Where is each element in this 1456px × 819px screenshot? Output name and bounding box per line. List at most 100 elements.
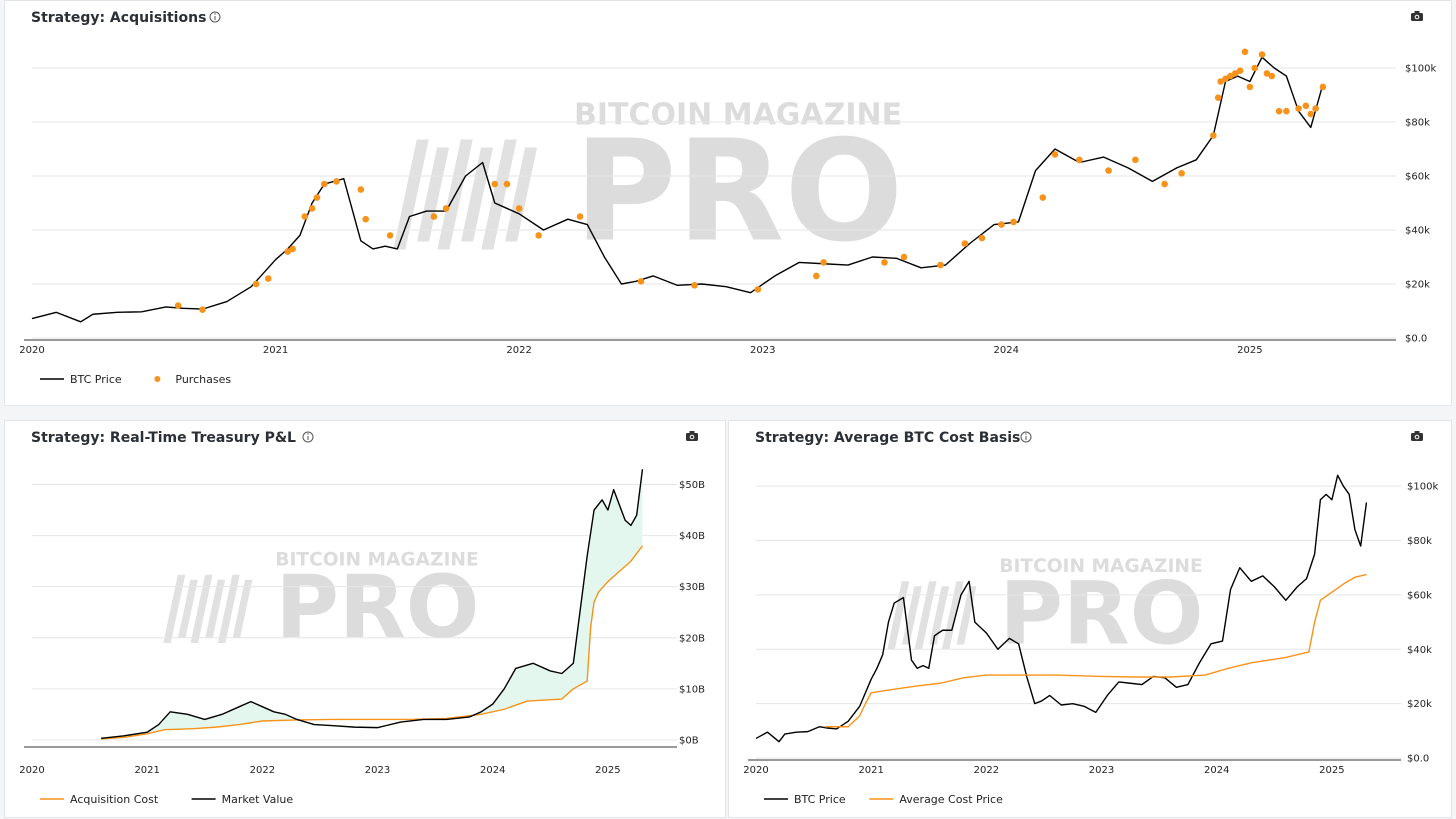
x-tick-label: 2020 [19, 345, 44, 356]
purchase-point[interactable] [301, 213, 309, 220]
purchase-point[interactable] [1105, 167, 1112, 174]
purchase-point[interactable] [333, 178, 340, 185]
purchase-point[interactable] [1010, 218, 1017, 226]
x-tick-label: 2024 [480, 765, 505, 776]
info-icon[interactable] [1020, 431, 1032, 443]
x-tick-label: 2021 [134, 765, 159, 776]
camera-icon[interactable] [686, 431, 698, 441]
watermark-line2: PRO [275, 557, 479, 658]
info-icon[interactable] [209, 11, 221, 23]
watermark-line2: PRO [999, 563, 1203, 664]
purchase-point[interactable] [1275, 107, 1283, 115]
purchase-point[interactable] [320, 180, 328, 188]
purchase-point[interactable] [961, 240, 969, 247]
purchase-point[interactable] [442, 205, 450, 212]
purchase-point[interactable] [362, 215, 369, 223]
purchase-point[interactable] [937, 261, 944, 269]
x-tick-label: 2020 [19, 765, 44, 776]
purchase-point[interactable] [900, 253, 908, 261]
plot-area: $0.0 $20k $40k $60k $80k $100k 2020 2021 2022 202… [19, 48, 1436, 386]
plot-area: $0.0 $20k $40k $60k $80k $100k 2020 2021 2022 202… [743, 474, 1438, 806]
legend-item[interactable]: Purchases [154, 373, 231, 386]
y-tick-label: $0B [679, 735, 699, 746]
purchase-point[interactable] [308, 205, 316, 212]
purchase-point[interactable] [1295, 105, 1302, 112]
legend-item[interactable]: Average Cost Price [869, 793, 1003, 806]
purchase-point[interactable] [1222, 75, 1229, 83]
purchase-point[interactable] [174, 302, 182, 309]
legend-item[interactable]: Market Value [191, 793, 294, 806]
purchase-point[interactable] [199, 306, 206, 313]
purchase-point[interactable] [264, 275, 272, 282]
purchase-point[interactable] [503, 180, 511, 188]
purchase-point[interactable] [1251, 64, 1259, 72]
purchase-point[interactable] [1246, 83, 1254, 91]
legend-item[interactable]: BTC Price [764, 793, 846, 806]
watermark-line1: BITCOIN MAGAZINE [999, 556, 1202, 577]
purchase-point[interactable] [535, 232, 542, 239]
purchase-point[interactable] [491, 180, 499, 188]
info-icon[interactable] [302, 431, 314, 443]
legend-label: Purchases [175, 373, 231, 386]
purchase-point[interactable] [1051, 151, 1059, 158]
y-tick-label: $30B [679, 582, 705, 593]
purchase-point[interactable] [576, 213, 584, 220]
purchase-point[interactable] [813, 272, 820, 280]
purchase-point[interactable] [1178, 170, 1185, 177]
purchase-point[interactable] [1236, 67, 1244, 74]
purchase-point[interactable] [691, 282, 698, 289]
legend-item[interactable]: Acquisition Cost [40, 793, 159, 806]
purchase-point[interactable] [386, 232, 394, 239]
purchase-point[interactable] [1210, 132, 1217, 139]
purchase-point[interactable] [1076, 156, 1083, 164]
purchase-point[interactable] [430, 213, 438, 220]
purchase-point[interactable] [1227, 72, 1234, 80]
purchase-point[interactable] [637, 278, 645, 285]
purchase-point[interactable] [1307, 110, 1315, 118]
legend-item[interactable]: BTC Price [40, 373, 122, 386]
purchase-point[interactable] [1217, 78, 1224, 85]
watermark-line1: BITCOIN MAGAZINE [574, 98, 902, 133]
purchase-point[interactable] [289, 245, 296, 253]
purchase-point[interactable] [515, 205, 523, 212]
purchase-point[interactable] [284, 248, 292, 255]
y-tick-label: $50B [679, 480, 705, 491]
y-tick-label: $40k [1405, 226, 1430, 237]
purchase-point[interactable] [1132, 156, 1139, 164]
purchase-point[interactable] [754, 286, 762, 293]
x-tick-label: 2021 [858, 765, 883, 776]
purchase-point[interactable] [1263, 70, 1271, 77]
x-tick-label: 2020 [743, 765, 768, 776]
camera-icon[interactable] [1411, 11, 1423, 21]
purchase-point[interactable] [1039, 194, 1047, 201]
purchase-point[interactable] [1231, 70, 1239, 77]
purchase-point[interactable] [1283, 107, 1290, 115]
treasury-pnl-chart: Strategy: Real-Time Treasury P&L BITCOIN… [19, 430, 705, 806]
x-tick-label: 2024 [994, 345, 1019, 356]
purchase-point[interactable] [998, 221, 1005, 228]
x-tick-label: 2022 [974, 765, 999, 776]
y-tick-label: $40B [679, 531, 705, 542]
purchase-point[interactable] [313, 194, 321, 201]
camera-icon[interactable] [1411, 431, 1423, 441]
y-tick-label: $0.0 [1407, 754, 1429, 765]
x-tick-label: 2025 [1319, 765, 1344, 776]
purchase-point[interactable] [1312, 105, 1319, 112]
purchase-point[interactable] [1214, 94, 1222, 101]
purchase-point[interactable] [1258, 51, 1266, 58]
series-line-market-value [101, 469, 644, 740]
purchase-point[interactable] [881, 259, 888, 266]
series-line-btc-price [31, 56, 1324, 323]
purchase-point[interactable] [820, 259, 827, 266]
purchase-point[interactable] [1319, 83, 1327, 91]
purchase-point[interactable] [1241, 48, 1249, 56]
x-tick-label: 2025 [1237, 345, 1262, 356]
plot-area: $0B $10B $20B $30B $40B $50B 2020 2021 2022 2023 2… [19, 469, 705, 806]
purchase-point[interactable] [1302, 102, 1310, 110]
purchase-point[interactable] [1268, 72, 1276, 80]
series-line-btc-price [755, 474, 1368, 743]
purchase-point[interactable] [1161, 180, 1168, 188]
purchase-point[interactable] [252, 280, 260, 288]
purchase-point[interactable] [978, 234, 986, 242]
purchase-point[interactable] [357, 186, 365, 193]
